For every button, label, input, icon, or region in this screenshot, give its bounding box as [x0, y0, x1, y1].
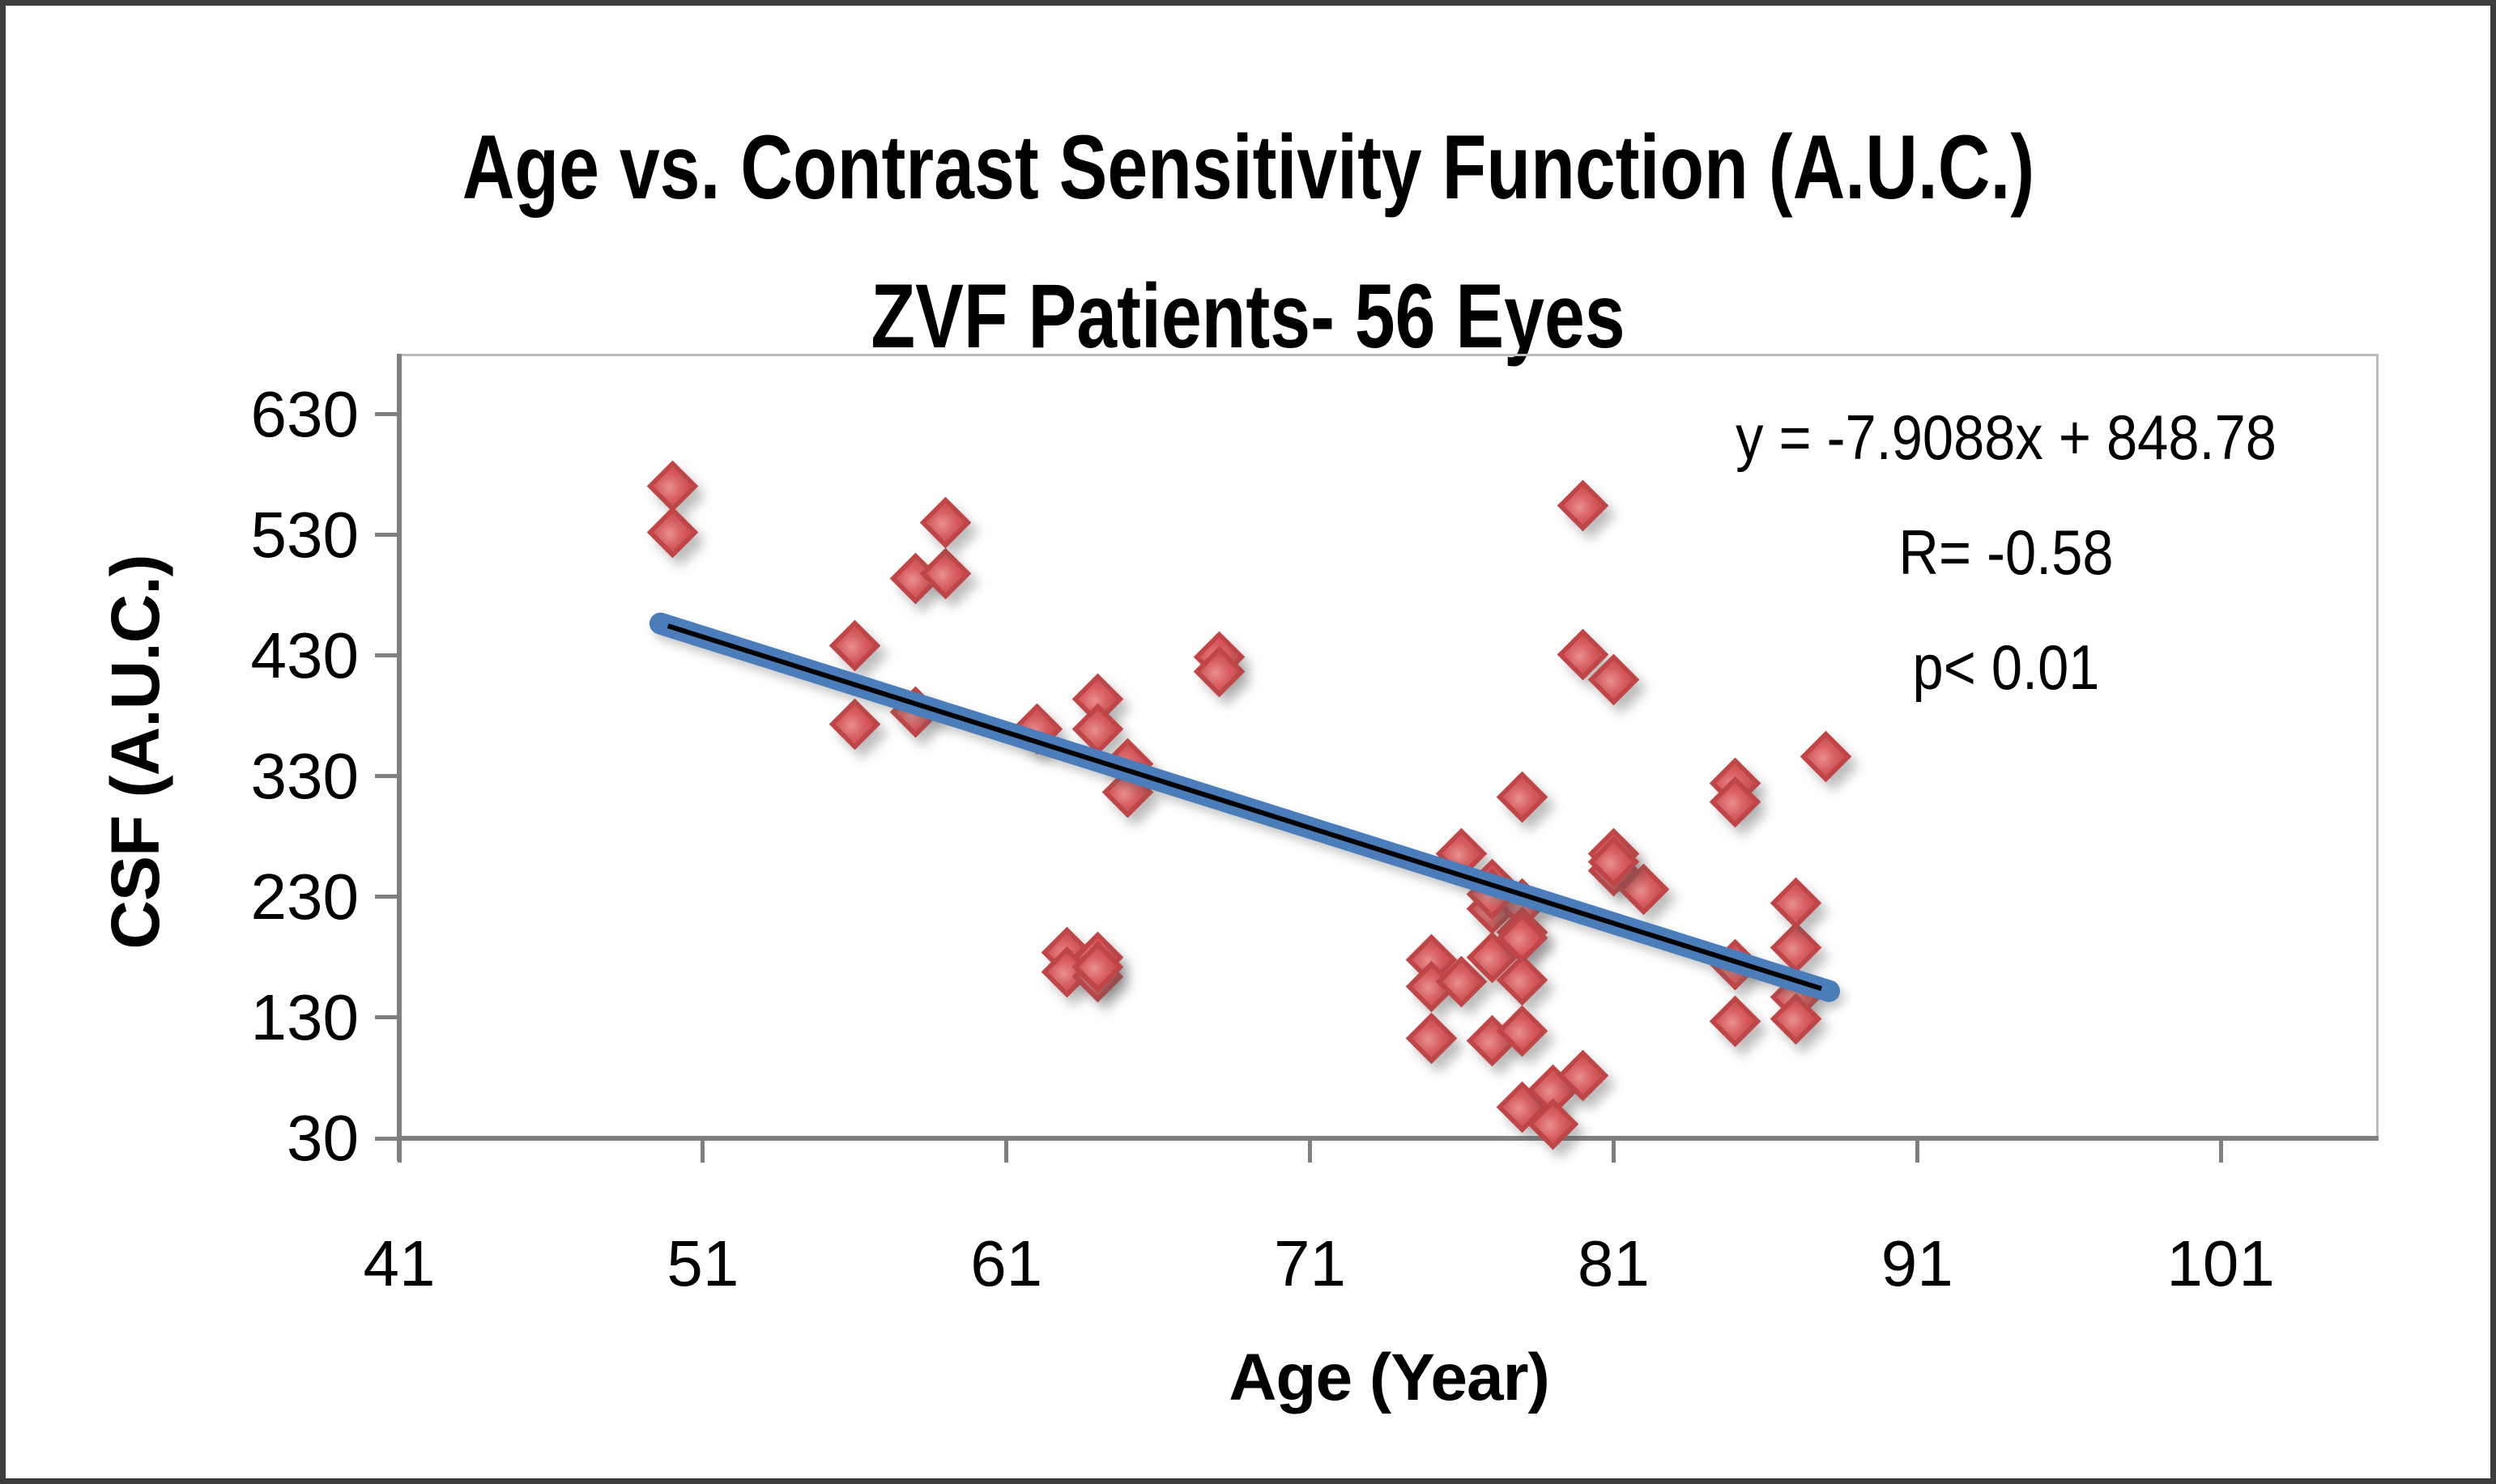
diamond-marker-icon	[1497, 1005, 1548, 1057]
y-tick-mark	[375, 895, 399, 899]
x-tick-mark	[1915, 1138, 1919, 1163]
y-tick-label: 30	[287, 1102, 359, 1174]
x-tick-label: 71	[1274, 1227, 1347, 1299]
diamond-marker-icon	[646, 506, 699, 559]
scatter-point	[1497, 912, 1548, 964]
y-tick-mark	[375, 653, 399, 658]
diamond-marker-icon	[1557, 480, 1609, 532]
diamond-marker-icon	[828, 619, 881, 672]
x-tick-label: 91	[1881, 1227, 1953, 1299]
scatter-point	[919, 496, 972, 549]
x-tick-label: 101	[2166, 1227, 2275, 1299]
scatter-point	[1709, 776, 1761, 827]
scatter-point	[1709, 938, 1761, 991]
scatter-point	[1405, 1012, 1458, 1065]
diamond-marker-icon	[1193, 645, 1245, 697]
diamond-marker-icon	[889, 686, 942, 738]
y-tick-mark	[375, 1136, 399, 1141]
x-tick-mark	[701, 1138, 705, 1163]
x-tick-mark	[1004, 1138, 1009, 1163]
diamond-marker-icon	[1709, 995, 1761, 1048]
y-tick-mark	[375, 1015, 399, 1020]
plot-area	[399, 354, 2379, 1138]
x-tick-mark	[2218, 1138, 2223, 1163]
diamond-marker-icon	[828, 698, 881, 751]
diamond-marker-icon	[1770, 921, 1822, 974]
diamond-marker-icon	[1709, 938, 1761, 991]
scatter-point	[1071, 941, 1123, 993]
y-tick-mark	[375, 533, 399, 538]
diamond-marker-icon	[1557, 1049, 1609, 1102]
scatter-point	[1497, 954, 1548, 1006]
scatter-point	[646, 461, 699, 512]
diamond-marker-icon	[1587, 836, 1640, 888]
diamond-marker-icon	[1011, 703, 1063, 755]
scatter-point	[1466, 869, 1518, 921]
chart-title-line1: Age vs. Contrast Sensitivity Function (A…	[462, 117, 2034, 218]
x-tick-label: 61	[970, 1227, 1043, 1299]
diamond-marker-icon	[1497, 954, 1548, 1006]
y-tick-label: 630	[250, 377, 359, 450]
x-tick-label: 51	[667, 1227, 739, 1299]
scatter-point	[1587, 836, 1640, 888]
y-tick-label: 130	[250, 980, 359, 1053]
r-value-text: R= -0.58	[1898, 517, 2114, 588]
scatter-point	[1709, 995, 1761, 1048]
y-tick-label: 530	[250, 498, 359, 571]
y-tick-label: 430	[250, 619, 359, 691]
diamond-marker-icon	[919, 547, 972, 600]
scatter-point	[1527, 1098, 1579, 1150]
x-tick-label: 41	[363, 1227, 436, 1299]
y-tick-mark	[375, 774, 399, 779]
scatter-point	[828, 619, 881, 672]
x-tick-mark	[397, 1138, 402, 1163]
diamond-marker-icon	[1770, 877, 1822, 929]
chart-title-line2: ZVF Patients- 56 Eyes	[871, 266, 1625, 367]
x-axis-title: Age (Year)	[1229, 1341, 1550, 1414]
y-axis-title: CSF (A.U.C.)	[97, 555, 173, 950]
diamond-marker-icon	[1709, 776, 1761, 827]
scatter-point	[1071, 703, 1123, 755]
y-axis-line	[397, 354, 402, 1161]
scatter-point	[889, 686, 942, 738]
diamond-marker-icon	[919, 496, 972, 549]
scatter-point	[646, 506, 699, 559]
y-tick-label: 330	[250, 739, 359, 812]
scatter-point	[1193, 645, 1245, 697]
diamond-marker-icon	[1527, 1098, 1579, 1150]
diamond-marker-icon	[1101, 766, 1154, 818]
diamond-marker-icon	[1800, 731, 1852, 783]
scatter-point	[1770, 993, 1822, 1045]
diamond-marker-icon	[1071, 941, 1123, 993]
trend-equation-text: y = -7.9088x + 848.78	[1736, 402, 2277, 473]
x-tick-mark	[1308, 1138, 1313, 1163]
scatter-point	[1557, 480, 1609, 532]
scatter-point	[919, 547, 972, 600]
scatter-point	[1497, 1005, 1548, 1057]
diamond-marker-icon	[1587, 653, 1640, 706]
x-tick-label: 81	[1577, 1227, 1650, 1299]
scatter-point	[1557, 1049, 1609, 1102]
scatter-point	[828, 698, 881, 751]
diamond-marker-icon	[1466, 869, 1518, 921]
diamond-marker-icon	[1497, 771, 1548, 823]
diamond-marker-icon	[646, 461, 699, 512]
scatter-point	[1770, 877, 1822, 929]
x-axis-line	[399, 1136, 2379, 1141]
scatter-point	[1101, 766, 1154, 818]
p-value-text: p< 0.01	[1912, 631, 2100, 703]
chart-title: Age vs. Contrast Sensitivity Function (A…	[6, 93, 2490, 391]
diamond-marker-icon	[1770, 993, 1822, 1045]
scatter-point	[1770, 921, 1822, 974]
scatter-point	[1587, 653, 1640, 706]
diamond-marker-icon	[1405, 1012, 1458, 1065]
y-tick-label: 230	[250, 860, 359, 933]
scatter-point	[1800, 731, 1852, 783]
trend-annotation: y = -7.9088x + 848.78 R= -0.58 p< 0.01	[1642, 380, 2370, 725]
scatter-point	[1011, 703, 1063, 755]
scatter-point	[1497, 771, 1548, 823]
x-tick-mark	[1611, 1138, 1616, 1163]
y-tick-mark	[375, 412, 399, 417]
